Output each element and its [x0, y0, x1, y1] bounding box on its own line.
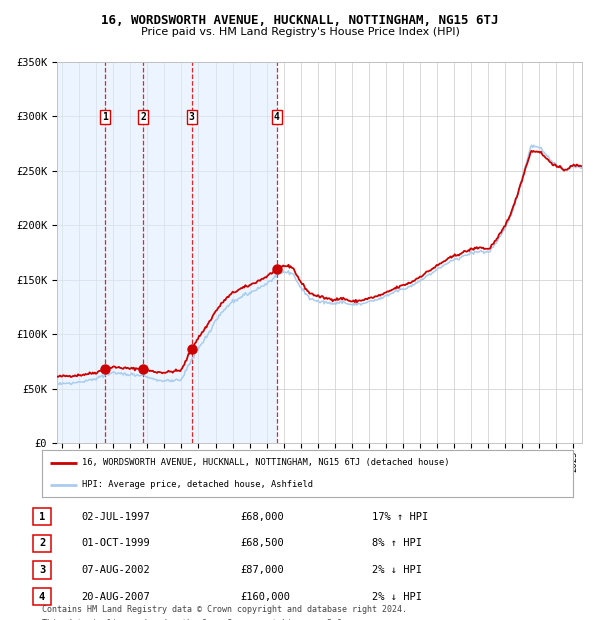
Text: £87,000: £87,000 [240, 565, 284, 575]
Text: This data is licensed under the Open Government Licence v3.0.: This data is licensed under the Open Gov… [42, 619, 347, 620]
Text: £160,000: £160,000 [240, 591, 290, 602]
Text: 16, WORDSWORTH AVENUE, HUCKNALL, NOTTINGHAM, NG15 6TJ (detached house): 16, WORDSWORTH AVENUE, HUCKNALL, NOTTING… [82, 458, 449, 467]
Text: 16, WORDSWORTH AVENUE, HUCKNALL, NOTTINGHAM, NG15 6TJ: 16, WORDSWORTH AVENUE, HUCKNALL, NOTTING… [101, 14, 499, 27]
Text: 3: 3 [39, 565, 45, 575]
Text: Price paid vs. HM Land Registry's House Price Index (HPI): Price paid vs. HM Land Registry's House … [140, 27, 460, 37]
Text: £68,000: £68,000 [240, 512, 284, 522]
Text: 17% ↑ HPI: 17% ↑ HPI [372, 512, 428, 522]
Text: 2% ↓ HPI: 2% ↓ HPI [372, 591, 422, 602]
Text: Contains HM Land Registry data © Crown copyright and database right 2024.: Contains HM Land Registry data © Crown c… [42, 605, 407, 614]
Text: 4: 4 [39, 591, 45, 602]
Text: 02-JUL-1997: 02-JUL-1997 [81, 512, 150, 522]
Text: 20-AUG-2007: 20-AUG-2007 [81, 591, 150, 602]
Text: 2: 2 [39, 538, 45, 549]
Text: 8% ↑ HPI: 8% ↑ HPI [372, 538, 422, 549]
Text: £68,500: £68,500 [240, 538, 284, 549]
Text: 01-OCT-1999: 01-OCT-1999 [81, 538, 150, 549]
Text: 4: 4 [274, 112, 280, 122]
Text: 07-AUG-2002: 07-AUG-2002 [81, 565, 150, 575]
Text: 3: 3 [189, 112, 194, 122]
Bar [57, 62, 277, 443]
Text: 1: 1 [39, 512, 45, 522]
Text: 2: 2 [140, 112, 146, 122]
Text: 1: 1 [102, 112, 107, 122]
Text: 2% ↓ HPI: 2% ↓ HPI [372, 565, 422, 575]
Text: HPI: Average price, detached house, Ashfield: HPI: Average price, detached house, Ashf… [82, 480, 313, 489]
